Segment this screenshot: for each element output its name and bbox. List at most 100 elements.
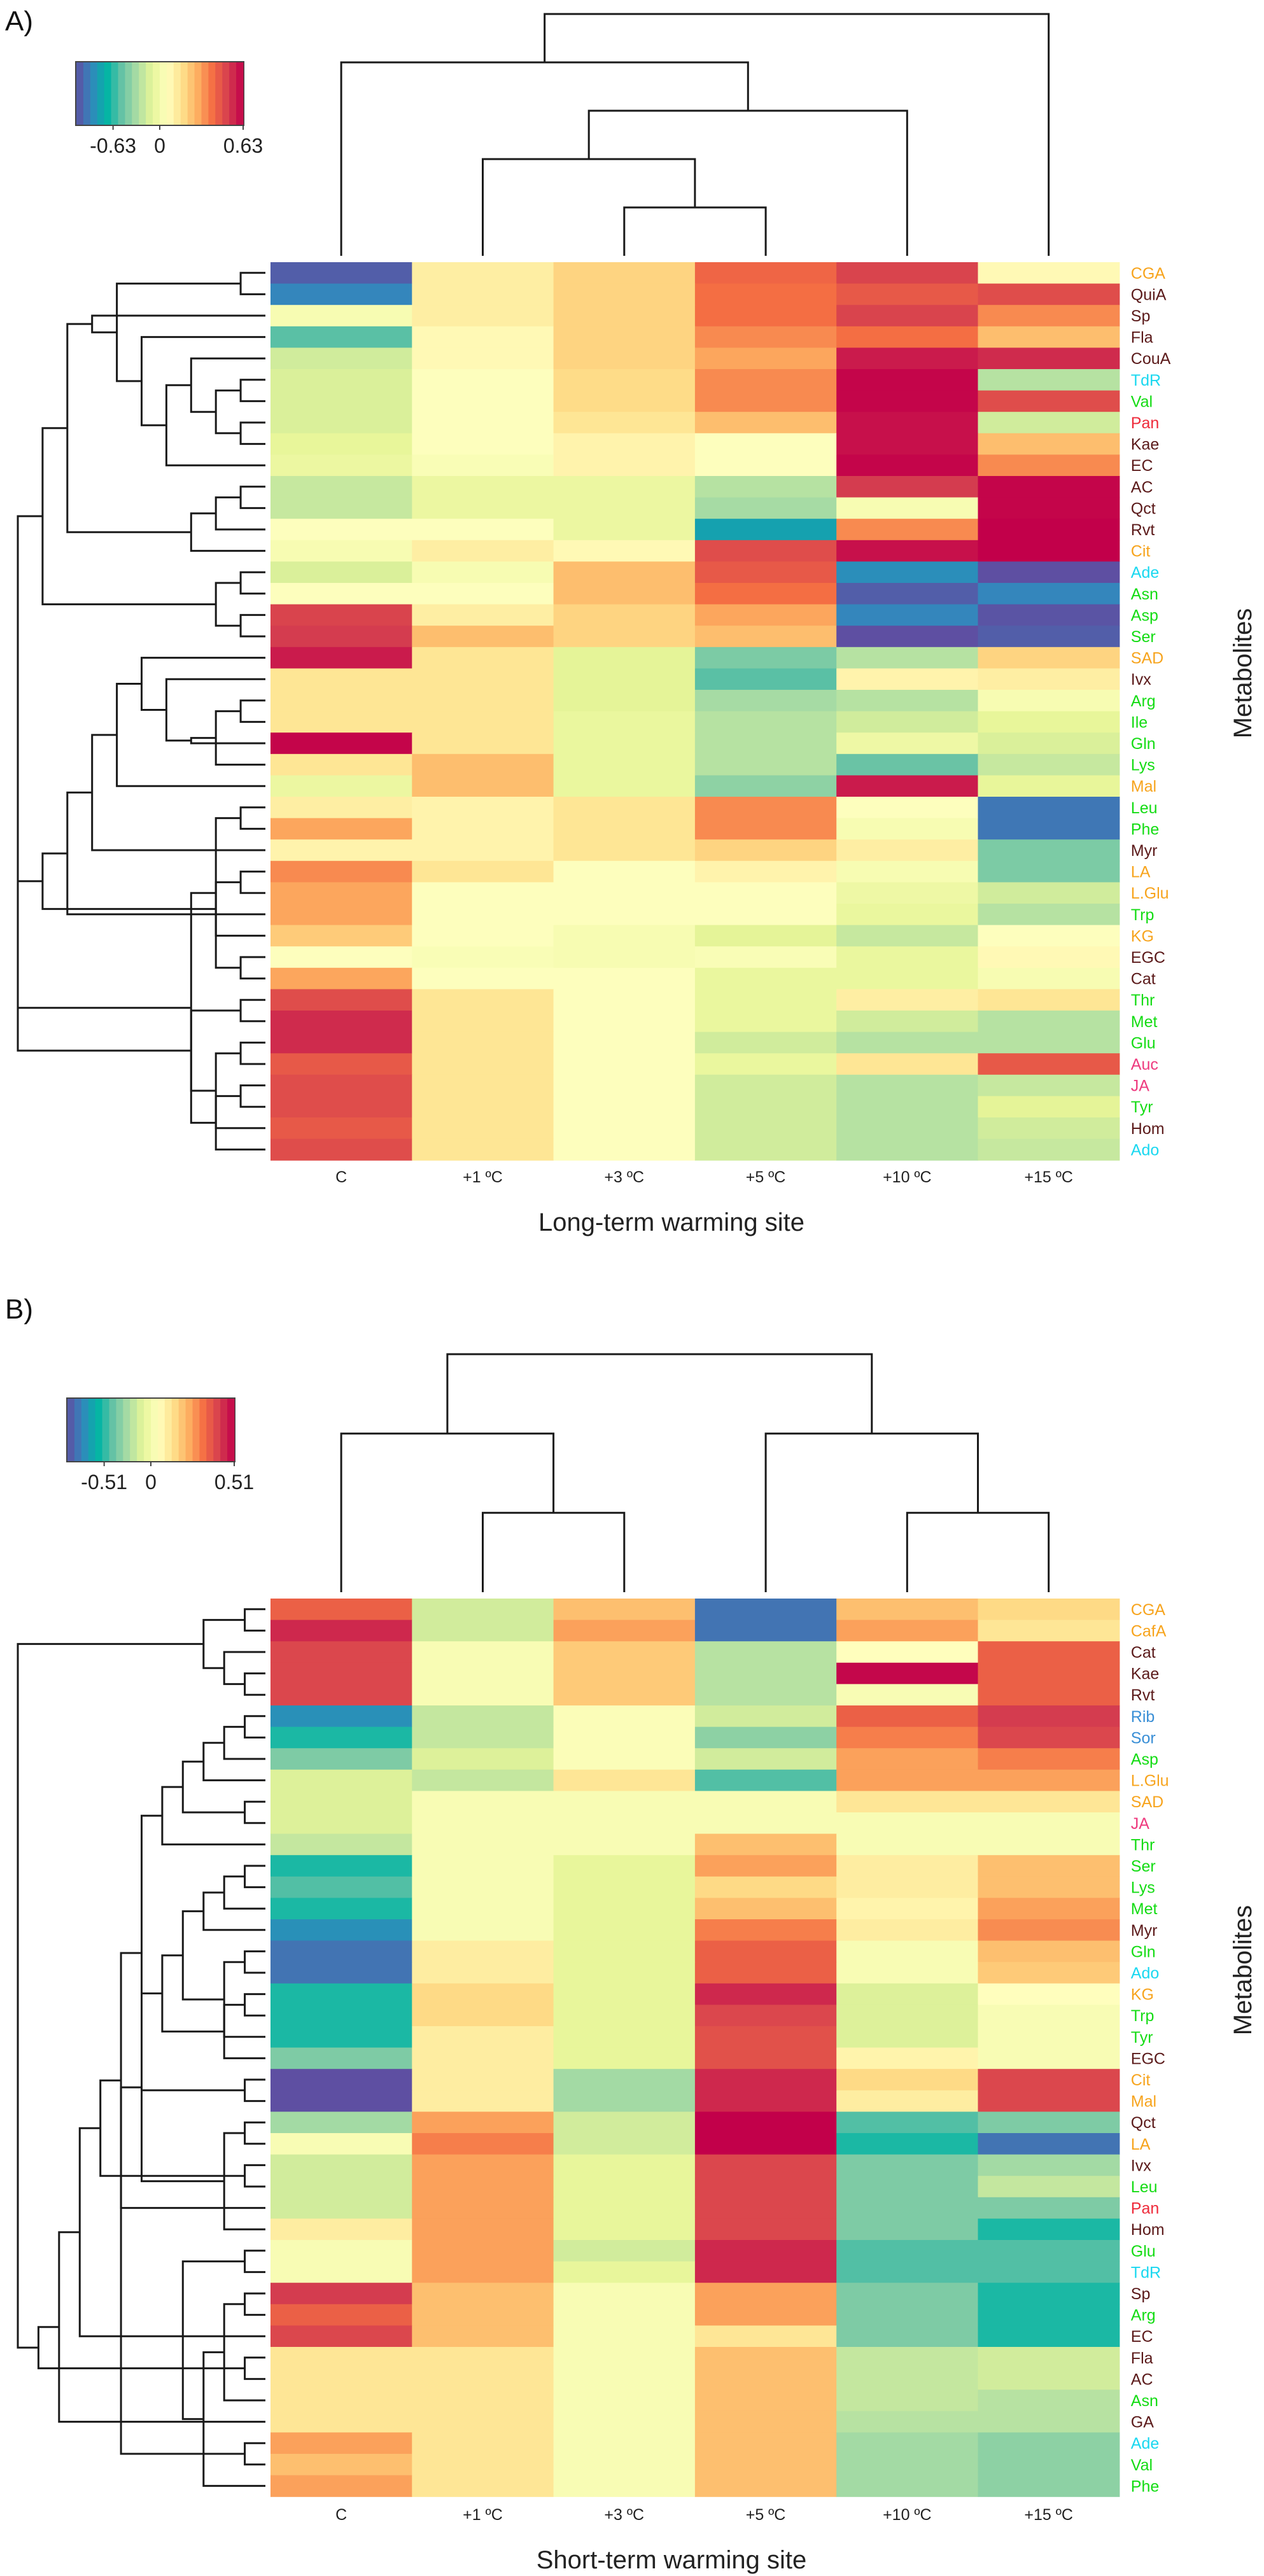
panel-b-cell-ec-4 [836, 2325, 979, 2348]
panel-a-row-label: Lys [1131, 757, 1155, 774]
panel-a-cell-lys-0 [270, 753, 412, 776]
panel-a-cell-qct-1 [412, 497, 554, 519]
panel-a-cell-myr-3 [694, 839, 837, 862]
panel-a-color-key-bin [222, 62, 230, 125]
panel-b-cell-cat-1 [412, 1641, 554, 1663]
panel-b-cell-cit-1 [412, 2069, 554, 2091]
panel-a-cell-gln-5 [978, 732, 1120, 755]
panel-a-cell-tdr-0 [270, 369, 412, 391]
panel-a-cell-tdr-1 [412, 369, 554, 391]
panel-a-row-dendrogram-branch [239, 486, 265, 509]
panel-b-color-key-bin [123, 1399, 130, 1461]
panel-b-cell-arg-1 [412, 2304, 554, 2326]
panel-a-column-label: +1 ºC [463, 1168, 503, 1186]
panel-b-color-key-bin [137, 1399, 144, 1461]
panel-b-cell-ado-5 [978, 1962, 1120, 1984]
panel-b-cell-ec-0 [270, 2325, 412, 2348]
panel-b-cell-sad-0 [270, 1791, 412, 1813]
panel-b-cell-trp-5 [978, 2005, 1120, 2027]
panel-b-cell-arg-3 [694, 2304, 837, 2326]
panel-b-row-dendrogram-branch [244, 1865, 265, 1889]
panel-a-cell-hom-3 [694, 1117, 837, 1140]
panel-a-cell-tdr-5 [978, 369, 1120, 391]
panel-b-color-key-bin [213, 1399, 221, 1461]
panel-a-cell-mal-0 [270, 775, 412, 797]
panel-a-cell-kg-4 [836, 925, 979, 947]
panel-b-cell-la-3 [694, 2133, 837, 2155]
panel-a-row-label: Gln [1131, 735, 1156, 753]
panel-b-color-key-bin [116, 1399, 123, 1461]
panel-b-cell-myr-3 [694, 1919, 837, 1942]
panel-b-cell-trp-3 [694, 2005, 837, 2027]
panel-b-color-key-bin [81, 1399, 89, 1461]
panel-b-row-dendrogram-branch [99, 2079, 245, 2177]
panel-a-row-label: QuiA [1131, 286, 1167, 304]
panel-b-row-label: Sor [1131, 1729, 1156, 1747]
panel-a-row-labels: CGA QuiA Sp Fla CouA TdR Val Pan Kae EC AC Qct Rvt Ci… [1131, 265, 1171, 1159]
panel-a-cell-auc-0 [270, 1053, 412, 1075]
panel-a-row-dendrogram-branch [214, 582, 241, 627]
panel-b-cell-l-glu-2 [553, 1769, 696, 1791]
panel-b-cell-glu-0 [270, 2240, 412, 2262]
panel-b-cell-lys-3 [694, 1876, 837, 1898]
panel-b-cell-tyr-5 [978, 2026, 1120, 2048]
panel-b-row-dendrogram-branch [244, 2078, 265, 2103]
panel-a-row-label: Fla [1131, 329, 1153, 347]
panel-b-cell-cga-0 [270, 1599, 412, 1621]
panel-b-cell-arg-0 [270, 2304, 412, 2326]
panel-a-color-key-tick-label: -0.63 [90, 134, 136, 157]
panel-a-cell-ser-2 [553, 626, 696, 648]
panel-b-cell-rvt-3 [694, 1684, 837, 1706]
panel-b-cell-pan-5 [978, 2197, 1120, 2219]
panel-b-row-dendrogram-branch [120, 1952, 265, 2209]
panel-a-cell-qct-3 [694, 497, 837, 519]
panel-b-cell-ec-2 [553, 2325, 696, 2348]
panel-a-color-key-bin [229, 62, 237, 125]
panel-b-cell-ado-3 [694, 1962, 837, 1984]
panel-a-cell-kae-0 [270, 433, 412, 455]
panel-a-cell-cat-4 [836, 967, 979, 990]
panel-a-cell-leu-0 [270, 797, 412, 819]
panel-b-cell-rib-5 [978, 1705, 1120, 1728]
panel-a-cell-trp-0 [270, 904, 412, 926]
panel-b-row-label: KG [1131, 1986, 1154, 2004]
panel-b-cell-kae-4 [836, 1662, 979, 1684]
panel-a-cell-glu-2 [553, 1032, 696, 1054]
panel-a-row-dendrogram-branch [66, 791, 265, 916]
panel-a-color-key-tick-label: 0.63 [223, 134, 263, 157]
panel-b-cell-l-glu-3 [694, 1769, 837, 1791]
panel-b-cell-qct-1 [412, 2111, 554, 2134]
panel-b-cell-sad-3 [694, 1791, 837, 1813]
panel-b-row-label: Sp [1131, 2285, 1151, 2303]
panel-b-cell-thr-2 [553, 1833, 696, 1856]
panel-b-cell-kae-0 [270, 1662, 412, 1684]
panel-b-cell-gln-1 [412, 1940, 554, 1963]
panel-b-row-label: Ser [1131, 1858, 1156, 1875]
panel-b-cell-glu-3 [694, 2240, 837, 2262]
panel-a-color-key-bin [125, 62, 132, 125]
panel-a-cell-egc-2 [553, 946, 696, 969]
panel-b-cell-tdr-2 [553, 2261, 696, 2283]
panel-a-cell-asp-0 [270, 604, 412, 626]
panel-a-cell-ado-4 [836, 1138, 979, 1161]
panel-a-cell-leu-3 [694, 797, 837, 819]
panel-a-cell-ile-4 [836, 711, 979, 733]
panel-b-column-dendrogram-branch [446, 1353, 873, 1434]
panel-b-y-axis-title: Metabolites [1229, 1905, 1257, 2036]
panel-b-row-labels: CGA CafA Cat Kae Rvt Rib Sor Asp L.Glu SAD JA Thr Se… [1131, 1601, 1169, 2496]
panel-a-row-label: CouA [1131, 350, 1171, 368]
panel-a-cell-ac-4 [836, 476, 979, 498]
panel-a-cell-mal-4 [836, 775, 979, 797]
panel-b-cell-mal-3 [694, 2090, 837, 2112]
panel-b-cell-asn-5 [978, 2390, 1120, 2412]
panel-b-row-label: Trp [1131, 2007, 1155, 2025]
panel-a-cell-egc-0 [270, 946, 412, 969]
panel-a-color-key-bin [208, 62, 216, 125]
panel-b-cell-gln-0 [270, 1940, 412, 1963]
panel-a-cell-sad-1 [412, 647, 554, 669]
panel-b-color-key-bin [67, 1399, 75, 1461]
panel-b-cell-ivx-1 [412, 2154, 554, 2176]
panel-a-cell-ivx-1 [412, 668, 554, 690]
panel-b-cell-ivx-3 [694, 2154, 837, 2176]
